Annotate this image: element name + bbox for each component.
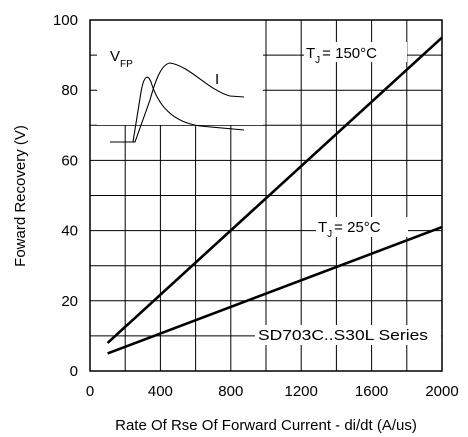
inset-background xyxy=(97,20,263,125)
vfp-label: VFP xyxy=(110,48,133,70)
x-tick-label: 1200 xyxy=(285,383,318,400)
t150-label: TJ = 150°C xyxy=(306,45,377,66)
t150-annotation: TJ = 150°C xyxy=(304,42,407,66)
y-tick-label: 40 xyxy=(61,223,78,240)
x-axis-label: Rate Of Rse Of Forward Current - di/dt (… xyxy=(115,417,417,434)
inset-current-label: I xyxy=(215,71,219,88)
inset-waveform: VFP I xyxy=(97,20,263,143)
y-tick-label: 60 xyxy=(61,152,78,169)
y-tick-label: 20 xyxy=(61,293,78,310)
y-tick-label: 80 xyxy=(61,82,78,99)
inset-voltage-curve xyxy=(110,76,245,143)
y-axis-label: Foward Recovery (V) xyxy=(12,125,29,267)
t25-label: TJ = 25°C xyxy=(318,219,381,240)
x-tick-label: 2000 xyxy=(425,383,458,400)
t25-label-background xyxy=(316,217,408,237)
y-tick-label: 0 xyxy=(70,363,78,380)
series-lines xyxy=(106,36,443,355)
t150-label-background xyxy=(304,42,407,62)
t25-annotation: TJ = 25°C xyxy=(316,217,408,240)
series-label: SD703C..S30L Series xyxy=(258,327,428,344)
series-label-background xyxy=(255,325,441,345)
series-annotation: SD703C..S30L Series xyxy=(255,325,441,345)
inset-current-curve xyxy=(110,62,245,143)
series-line-tj-25c xyxy=(107,225,443,355)
x-tick-label: 800 xyxy=(218,383,243,400)
x-tick-label: 0 xyxy=(86,383,94,400)
x-tick-label: 1600 xyxy=(355,383,388,400)
plot-frame xyxy=(89,19,443,372)
y-tick-label: 100 xyxy=(53,12,78,29)
series-line-tj-150c xyxy=(106,36,443,344)
tick-labels: 0 400 800 1200 1600 2000 0 20 40 60 80 100 xyxy=(53,12,459,400)
x-tick-label: 400 xyxy=(148,383,173,400)
